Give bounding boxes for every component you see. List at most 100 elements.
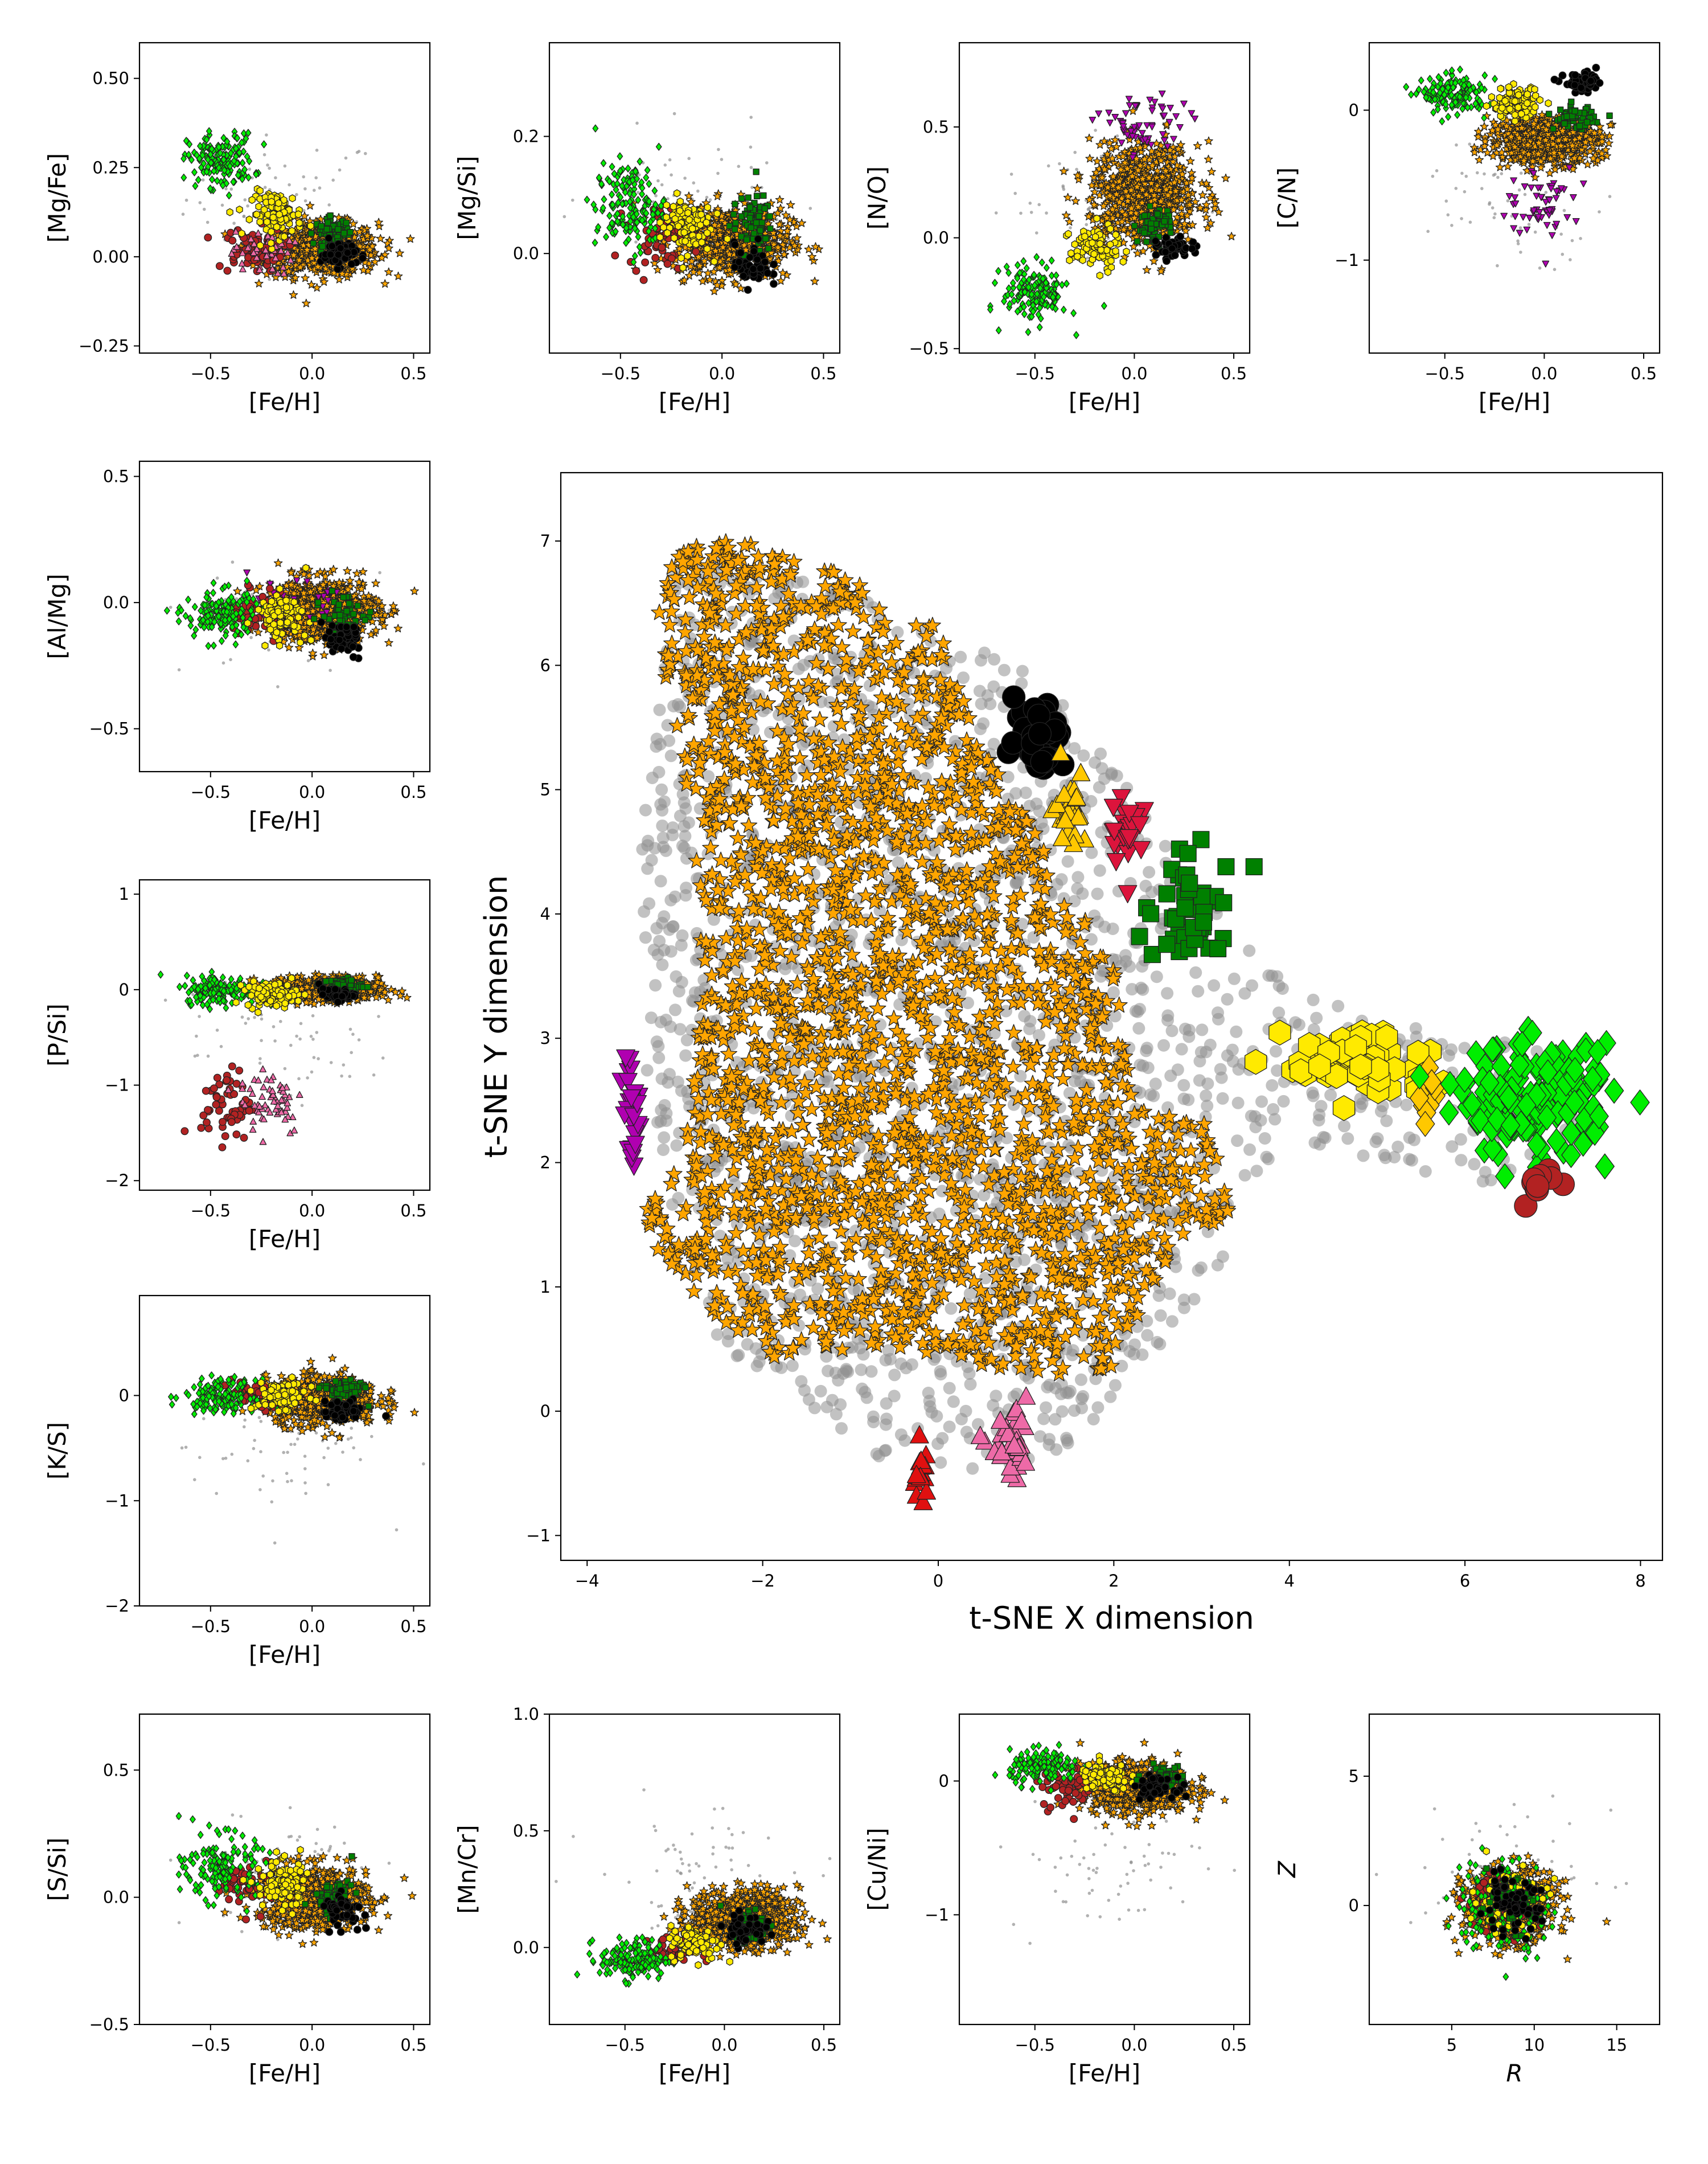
panel-cn-orange-point-590 — [1491, 120, 1500, 129]
panel-no-green-point-108 — [1033, 297, 1040, 306]
panel-mgfe-green-point-145 — [207, 150, 214, 159]
panel-no-yellow-point-81 — [1091, 233, 1099, 241]
panel-mgsi-green-point-45 — [609, 200, 616, 209]
panel-mgsi-yellow-point-79 — [681, 237, 689, 245]
panel-mgsi-grey-point-20 — [750, 186, 754, 189]
panel-cn-purple-point-38 — [1510, 225, 1517, 232]
panel-mgsi-black-point-46 — [750, 247, 758, 256]
panel-no-green-point-107 — [987, 305, 993, 314]
panel-mgsi-green-point-135 — [639, 216, 646, 225]
panel-mgfe-green-point-103 — [225, 191, 232, 200]
panel-no-dark_green-point-54 — [1141, 229, 1148, 236]
panel-mgfe-xtick-label-1: 0.0 — [299, 364, 325, 383]
panel-cn-dark_green-point-55 — [1576, 122, 1583, 129]
panel-cn-purple-point-3 — [1548, 232, 1556, 239]
panel-no-orange-point-741 — [1119, 225, 1128, 234]
panel-mgfe-orange-point-646 — [384, 243, 393, 252]
panel-cn-ylabel: [C/N] — [1273, 167, 1301, 229]
panel-cn-purple-point-35 — [1563, 214, 1571, 222]
panel-mgsi-black-point-39 — [739, 272, 748, 280]
panel-no-orange-point-683 — [1118, 151, 1128, 161]
panel-mgsi-yellow-point-71 — [676, 197, 684, 206]
panel-alm-grey-point-19 — [221, 661, 225, 665]
panel-cn-green-point-110 — [1463, 93, 1469, 102]
panel-no-green-point-148 — [1009, 278, 1016, 287]
panel-mgfe-orange-point-501 — [334, 274, 344, 284]
panel-cn-yellow-point-94 — [1483, 102, 1491, 110]
panel-no-green-point-81 — [1040, 274, 1046, 283]
panel-cn-orange-point-483 — [1597, 149, 1607, 158]
panel-cn-grey-point-30 — [1493, 173, 1497, 176]
panel-cn-purple-point-54 — [1505, 192, 1513, 200]
panel-no-orange-point-251 — [1156, 267, 1166, 276]
panel-no-orange-point-307 — [1177, 209, 1186, 218]
panel-mgfe-orange-point-622 — [302, 245, 312, 254]
panel-mgfe-grey-point-55 — [357, 150, 361, 153]
panel-cn-black-point-53 — [1571, 71, 1579, 79]
panel-mgfe-yellow-point-108 — [276, 210, 283, 219]
panel-mgfe-grey-point-31 — [203, 207, 206, 211]
panel-mgsi-grey-point-16 — [663, 163, 667, 167]
panel-mgfe-green-point-117 — [235, 171, 241, 179]
panel-alm: −0.5 0.0 0.5−0.50.00.5[Fe/H][Al/Mg] — [43, 460, 431, 834]
panel-no-black-point-33 — [1152, 251, 1160, 259]
panel-mgfe-black-point-35 — [325, 234, 333, 243]
panel-mgsi-orange-point-252 — [775, 219, 784, 228]
panel-cn-grey-point-45 — [1544, 191, 1548, 194]
panel-mgsi-green-point-59 — [584, 195, 590, 204]
panel-no-yellow-point-82 — [1065, 229, 1072, 238]
panel-no-green-point-72 — [1070, 309, 1077, 317]
panel-cn-orange-point-231 — [1493, 128, 1502, 137]
panel-cn-ytick-label-0: −1 — [1335, 251, 1359, 270]
panel-mgsi-grey-point-56 — [660, 183, 664, 187]
panel-cn: −0.5 0.0 0.5−10[Fe/H][C/N] — [1273, 42, 1661, 416]
panel-mgsi-orange-point-223 — [811, 242, 820, 251]
panel-no-grey-point-26 — [1075, 167, 1078, 171]
panel-mgsi-background — [549, 43, 840, 353]
panel-no-orange-point-411 — [1103, 149, 1112, 158]
panel-no-green-point-10 — [1028, 313, 1035, 321]
panel-mgfe-yellow-point-93 — [260, 206, 268, 214]
panel-no-grey-point-22 — [1073, 150, 1077, 154]
panel-cn-orange-point-622 — [1531, 116, 1540, 124]
panel-mgfe-green-point-140 — [233, 144, 239, 153]
panel-mgsi-orange-point-93 — [684, 191, 693, 200]
panel-mgsi-orange-point-27 — [776, 203, 785, 212]
panel-mgfe-dark_green-point-69 — [318, 223, 325, 229]
panel-mgfe-xtick-label-2: 0.5 — [400, 364, 426, 383]
panel-mgsi-black-point-38 — [763, 269, 772, 277]
panel-cn-ytick-label-1: 0 — [1349, 100, 1359, 120]
panel-mgfe-black-point-42 — [347, 260, 356, 268]
panel-no-orange-point-151 — [1184, 235, 1193, 244]
panel-cn-grey-point-43 — [1553, 268, 1557, 272]
panel-mgsi-yellow-point-35 — [679, 264, 687, 272]
panel-no-grey-point-38 — [994, 211, 998, 215]
panel-mgsi-dark_red-point-46 — [641, 258, 650, 267]
panel-cn-orange-point-527 — [1585, 146, 1595, 155]
panel-mgfe-xlabel: [Fe/H] — [249, 388, 321, 416]
panel-cn-grey-point-41 — [1561, 252, 1565, 256]
panel-no-orange-point-459 — [1152, 166, 1162, 175]
panel-mgsi-dark_green-point-24 — [753, 192, 761, 199]
panel-mgsi-green-point-155 — [629, 176, 636, 185]
panel-no-grey-point-43 — [1086, 256, 1090, 260]
panel-no-orange-point-649 — [1193, 141, 1202, 150]
panel-cn-green-point-109 — [1435, 73, 1442, 81]
panel-no-grey-point-58 — [1061, 184, 1065, 188]
panel-no-green-point-19 — [1005, 269, 1012, 277]
panel-cn-purple-point-10 — [1542, 260, 1550, 268]
panel-mgsi-orange-point-498 — [790, 241, 799, 250]
panel-cn-purple-point-50 — [1526, 215, 1533, 222]
panel-no-yellow-point-40 — [1096, 271, 1103, 280]
panel-cn-orange-point-571 — [1598, 137, 1607, 146]
panel-mgsi-dark_green-point-48 — [765, 245, 772, 252]
panel-cn-grey-point-21 — [1454, 187, 1458, 190]
panel-mgfe-pink-point-21 — [256, 266, 264, 273]
panel-mgsi-dark_red-point-42 — [658, 243, 666, 252]
panel-mgfe-pink-point-32 — [284, 249, 291, 256]
panel-no-orange-point-691 — [1105, 191, 1115, 200]
panel-mgsi-yellow-point-98 — [684, 209, 692, 217]
panel-no-purple-point-2 — [1164, 143, 1172, 150]
panel-mgsi-dark_green-point-34 — [738, 233, 745, 240]
panel-cn-purple-point-47 — [1557, 185, 1565, 192]
